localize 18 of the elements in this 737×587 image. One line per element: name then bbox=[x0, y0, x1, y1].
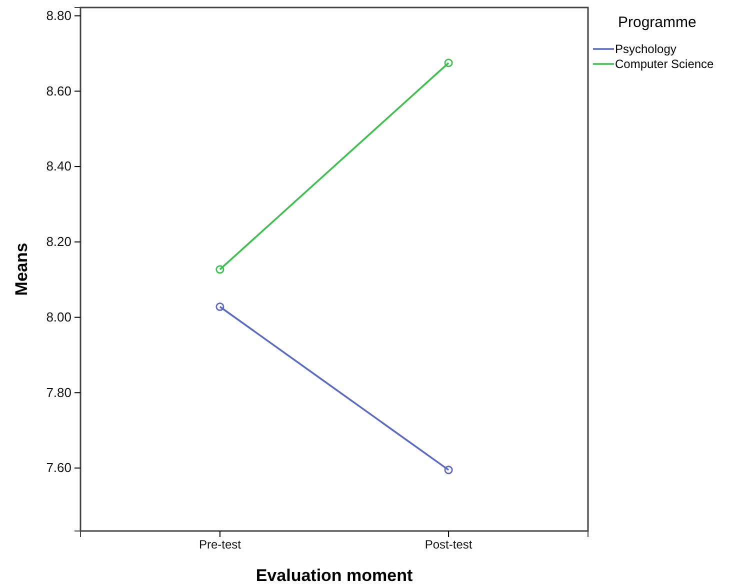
y-tick-label: 8.20 bbox=[46, 234, 72, 250]
y-axis-title: Means bbox=[12, 242, 31, 296]
y-tick-label: 7.60 bbox=[46, 460, 72, 476]
point bbox=[216, 302, 224, 312]
y-tick-label: 8.40 bbox=[46, 158, 72, 174]
y-tick-label: 8.60 bbox=[46, 83, 72, 98]
point bbox=[444, 466, 453, 474]
y-tick-label: 8.80 bbox=[46, 8, 72, 23]
legend-label: Computer Science bbox=[615, 57, 714, 71]
x-axis-title: Evaluation moment bbox=[256, 566, 413, 585]
legend-label: Psychology bbox=[615, 42, 676, 56]
y-tick-label: 8.00 bbox=[46, 309, 72, 324]
x-tick-label: Pre-test bbox=[198, 538, 242, 552]
point bbox=[216, 265, 224, 274]
point bbox=[444, 58, 453, 68]
y-tick-label: 7.80 bbox=[46, 384, 72, 400]
legend-title: Programme bbox=[618, 14, 696, 31]
x-tick-label: Post-test bbox=[424, 538, 473, 552]
